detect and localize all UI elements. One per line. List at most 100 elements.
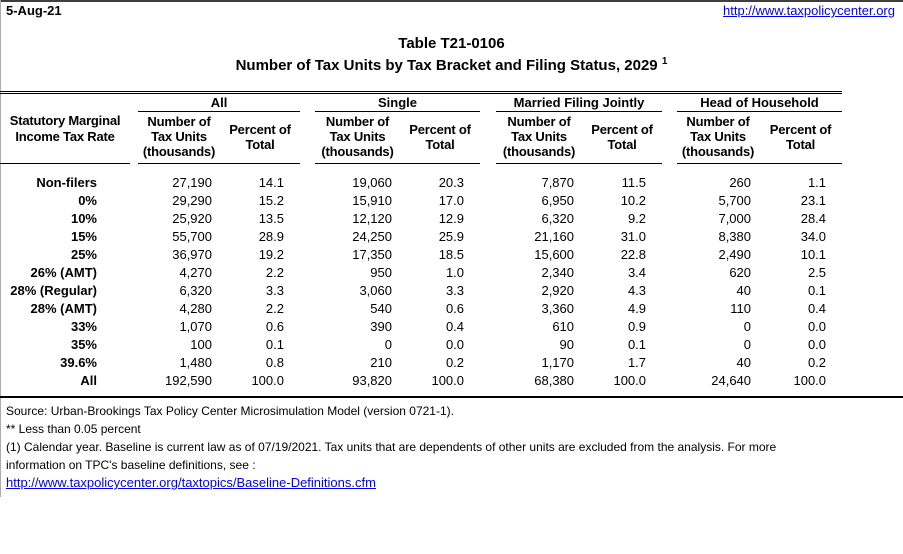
number-cell: 27,190 bbox=[172, 175, 212, 190]
gap-cell bbox=[662, 354, 677, 372]
number-cell: 390 bbox=[370, 319, 392, 334]
percent-cell: 1.0 bbox=[445, 265, 465, 280]
percent-cell: 31.0 bbox=[620, 229, 647, 244]
number-cell: 1,170 bbox=[541, 355, 575, 370]
table-subtitle-text: Number of Tax Units by Tax Bracket and F… bbox=[235, 57, 658, 74]
number-cell: 40 bbox=[736, 283, 752, 298]
percent-cell: 18.5 bbox=[438, 247, 465, 262]
footnote-line: ** Less than 0.05 percent bbox=[6, 422, 141, 436]
number-cell: 950 bbox=[370, 265, 392, 280]
table-row: 28% (AMT) 4,280 2.2 540 0.6 3,360 4.9 110 0.4 bbox=[0, 300, 842, 318]
table-row: 10% 25,920 13.5 12,120 12.9 6,320 9.2 7,000 28.4 bbox=[0, 210, 842, 228]
rate-cell: 28% (Regular) bbox=[10, 283, 97, 298]
number-cell: 0 bbox=[743, 319, 752, 334]
number-cell: 7,870 bbox=[541, 175, 575, 190]
rate-cell: 33% bbox=[70, 319, 97, 334]
percent-cell: 3.4 bbox=[627, 265, 647, 280]
gap-cell bbox=[480, 372, 496, 390]
number-cell: 19,060 bbox=[352, 175, 392, 190]
baseline-definitions-link[interactable]: http://www.taxpolicycenter.org/taxtopics… bbox=[6, 475, 376, 490]
gap-cell bbox=[130, 372, 138, 390]
gap-cell bbox=[662, 264, 677, 282]
rate-cell: 35% bbox=[70, 337, 97, 352]
percent-cell: 0.4 bbox=[807, 301, 827, 316]
percent-cell: 3.3 bbox=[445, 283, 465, 298]
rate-cell: 10% bbox=[70, 211, 97, 226]
percent-cell: 12.9 bbox=[438, 211, 465, 226]
number-cell: 0 bbox=[743, 337, 752, 352]
number-cell: 2,920 bbox=[541, 283, 575, 298]
gap-cell bbox=[300, 354, 315, 372]
gap-cell bbox=[130, 164, 138, 193]
number-cell: 17,350 bbox=[352, 247, 392, 262]
number-cell: 21,160 bbox=[534, 229, 575, 244]
gap-cell bbox=[300, 246, 315, 264]
percent-cell: 0.6 bbox=[265, 319, 284, 334]
gap-cell bbox=[130, 246, 138, 264]
rate-cell: 39.6% bbox=[60, 355, 97, 370]
gap-cell bbox=[662, 282, 677, 300]
table-row: 26% (AMT) 4,270 2.2 950 1.0 2,340 3.4 620 2.5 bbox=[0, 264, 842, 282]
footnotes: Source: Urban-Brookings Tax Policy Cente… bbox=[6, 402, 899, 492]
number-cell: 68,380 bbox=[534, 373, 575, 388]
gap-cell bbox=[130, 336, 138, 354]
number-cell: 55,700 bbox=[172, 229, 212, 244]
percent-cell: 0.2 bbox=[807, 355, 827, 370]
column-gap bbox=[480, 93, 496, 164]
number-cell: 3,360 bbox=[541, 301, 575, 316]
number-cell: 210 bbox=[370, 355, 392, 370]
percent-cell: 100.0 bbox=[251, 373, 284, 388]
percent-cell: 10.1 bbox=[800, 247, 827, 262]
top-bar: 5-Aug-21 http://www.taxpolicycenter.org bbox=[6, 3, 895, 18]
gap-cell bbox=[130, 228, 138, 246]
percent-cell: 0.0 bbox=[445, 337, 465, 352]
number-cell: 15,600 bbox=[534, 247, 575, 262]
footnote-line: (1) Calendar year. Baseline is current l… bbox=[6, 440, 777, 454]
percent-cell: 100.0 bbox=[613, 373, 647, 388]
subheader-number-hoh: Number of Tax Units (thousands) bbox=[677, 111, 760, 164]
gap-cell bbox=[662, 210, 677, 228]
subheader-number-single: Number of Tax Units (thousands) bbox=[315, 111, 400, 164]
gap-cell bbox=[480, 318, 496, 336]
gap-cell bbox=[300, 164, 315, 193]
percent-cell: 0.9 bbox=[627, 319, 647, 334]
taxpolicycenter-link[interactable]: http://www.taxpolicycenter.org bbox=[723, 3, 895, 18]
gap-cell bbox=[300, 336, 315, 354]
percent-cell: 0.4 bbox=[445, 319, 465, 334]
date-label: 5-Aug-21 bbox=[6, 3, 62, 18]
number-cell: 4,270 bbox=[179, 265, 212, 280]
number-cell: 93,820 bbox=[352, 373, 392, 388]
group-header-all: All bbox=[138, 92, 300, 112]
footnote-line: Source: Urban-Brookings Tax Policy Cente… bbox=[6, 404, 454, 418]
rate-cell: 15% bbox=[70, 229, 97, 244]
gap-cell bbox=[300, 372, 315, 390]
gap-cell bbox=[480, 336, 496, 354]
rate-cell: All bbox=[80, 373, 97, 388]
table-row: Non-filers 27,190 14.1 19,060 20.3 7,870 11.5 2… bbox=[0, 164, 842, 193]
number-cell: 620 bbox=[729, 265, 752, 280]
table-header: Statutory Marginal Income Tax Rate All S… bbox=[0, 92, 843, 164]
number-cell: 15,910 bbox=[352, 193, 392, 208]
number-cell: 1,070 bbox=[179, 319, 212, 334]
number-cell: 8,380 bbox=[718, 229, 752, 244]
percent-cell: 10.2 bbox=[620, 193, 647, 208]
number-cell: 610 bbox=[552, 319, 575, 334]
number-cell: 540 bbox=[370, 301, 392, 316]
percent-cell: 0.2 bbox=[445, 355, 465, 370]
gap-cell bbox=[300, 282, 315, 300]
subheader-number-all: Number of Tax Units (thousands) bbox=[138, 111, 220, 164]
percent-cell: 0.8 bbox=[265, 355, 284, 370]
number-cell: 6,320 bbox=[541, 211, 575, 226]
subheader-percent-all: Percent of Total bbox=[220, 111, 300, 164]
table-row: 35% 100 0.1 0 0.0 90 0.1 0 0.0 bbox=[0, 336, 842, 354]
table-row: 28% (Regular) 6,320 3.3 3,060 3.3 2,920 4.3 40 0… bbox=[0, 282, 842, 300]
number-cell: 110 bbox=[730, 301, 752, 316]
gap-cell bbox=[480, 164, 496, 193]
gap-cell bbox=[662, 228, 677, 246]
column-gap bbox=[662, 93, 677, 164]
gap-cell bbox=[662, 192, 677, 210]
table-row: All 192,590 100.0 93,820 100.0 68,380 100.0 24,… bbox=[0, 372, 842, 390]
percent-cell: 0.6 bbox=[445, 301, 465, 316]
window-top-edge bbox=[0, 0, 903, 2]
